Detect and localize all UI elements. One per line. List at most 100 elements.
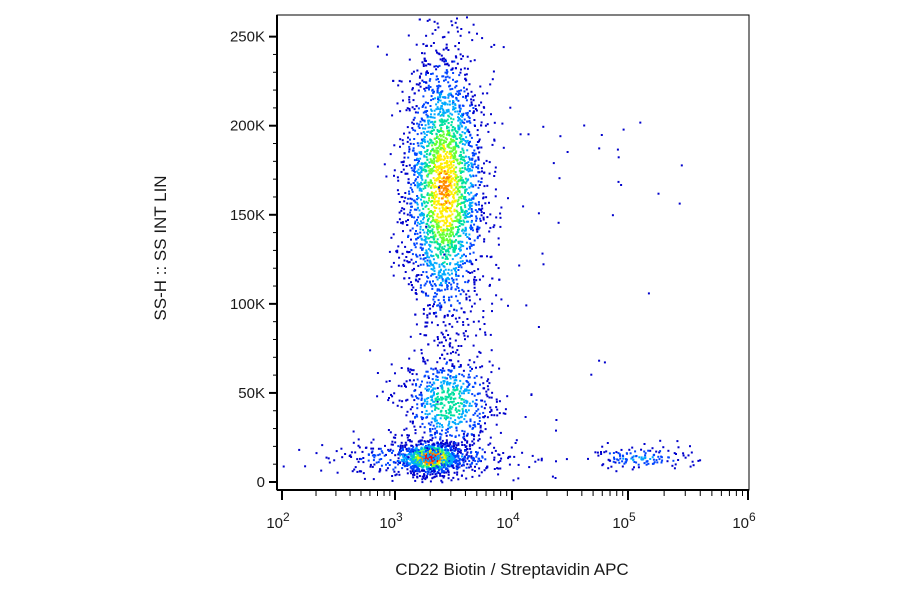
event-dot [425,416,428,419]
event-dot [466,114,469,116]
event-dot [396,460,399,462]
event-dot [462,159,465,161]
event-dot [447,465,450,468]
event-dot [456,459,459,462]
event-dot [371,450,374,453]
event-dot [461,211,464,213]
event-dot [431,321,433,324]
event-dot [415,253,418,256]
event-dot [455,446,457,449]
event-dot [443,380,446,383]
event-dot [433,198,436,200]
event-dot [490,414,493,417]
event-dot [447,193,450,195]
event-dot [448,160,451,163]
event-dot [397,245,400,248]
event-dot [419,454,422,457]
event-dot [473,239,476,242]
event-dot [417,443,420,446]
event-dot [460,441,463,444]
event-dot [446,263,449,265]
event-dot [431,32,434,35]
event-dot [472,459,475,462]
event-dot [431,148,434,151]
event-dot [411,253,414,256]
event-dot [441,96,444,99]
event-dot [431,465,433,468]
event-dot [474,159,477,162]
event-dot [438,454,441,457]
event-dot [466,94,469,97]
event-dot [321,444,324,447]
event-dot [435,467,438,470]
event-dot [423,469,426,472]
event-dot [450,192,453,195]
event-dot [616,458,619,461]
event-dot [406,107,409,110]
event-dot [446,144,449,147]
event-dot [430,236,432,239]
event-dot [401,221,404,224]
event-dot [489,333,492,336]
event-dot [527,133,530,136]
event-dot [440,446,443,448]
event-dot [461,143,464,145]
event-dot [480,121,483,124]
event-dot [409,440,412,443]
event-dot [448,190,450,193]
event-dot [417,144,420,147]
event-dot [447,145,449,148]
event-dot [435,406,438,409]
event-dot [431,268,434,271]
event-dot [439,233,441,236]
event-dot [413,463,416,465]
event-dot [677,446,680,449]
event-dot [440,381,443,384]
event-dot [452,376,455,379]
event-dot [462,463,465,466]
event-dot [454,127,456,130]
event-dot [432,265,435,268]
event-dot [477,439,480,442]
event-dot [687,454,690,457]
event-dot [456,210,459,213]
event-dot [450,462,453,465]
event-dot [443,166,446,169]
event-dot [369,465,372,468]
event-dot [438,174,441,177]
event-dot [421,469,423,472]
event-dot [464,196,467,198]
event-dot [444,165,447,168]
event-dot [444,147,447,150]
event-dot [454,423,457,426]
event-dot [460,398,463,400]
event-dot [487,130,490,133]
event-dot [466,440,469,443]
event-dot [418,223,421,225]
event-dot [436,141,439,144]
event-dot [475,144,478,146]
event-dot [473,276,476,279]
event-dot [444,452,447,455]
event-dot [426,473,429,475]
event-dot [424,387,427,390]
event-dot [467,165,470,168]
event-dot [430,211,433,214]
event-dot [407,261,410,264]
event-dot [439,164,442,167]
event-dot [443,443,446,446]
event-dot [472,413,475,416]
event-dot [436,304,439,307]
event-dot [441,402,444,405]
event-dot [486,184,489,187]
event-dot [451,201,453,204]
event-dot [430,405,433,408]
event-dot [435,276,438,279]
event-dot [480,101,483,104]
event-dot [432,237,435,240]
event-dot [451,346,454,349]
event-dot [465,180,468,183]
event-dot [392,401,395,404]
event-dot [418,76,421,79]
event-dot [594,451,597,454]
